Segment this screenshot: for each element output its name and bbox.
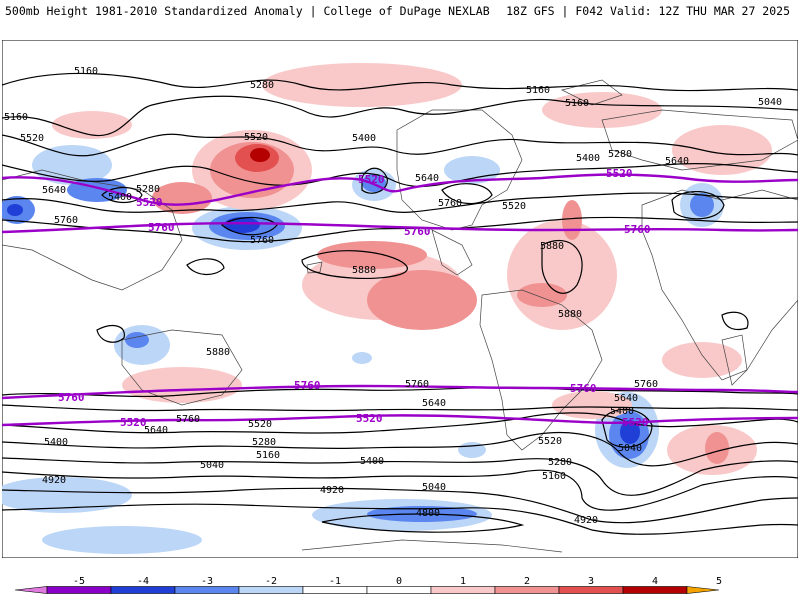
contour-label: 5040	[200, 460, 224, 471]
contour-label: 5760	[54, 215, 78, 226]
anomaly-map: 5160 5160 5520 5640 5760 5280 5400 5520 …	[2, 40, 798, 558]
colorbar-swatch	[494, 586, 560, 594]
contour-label: 5760	[58, 391, 85, 404]
contour-label: 5880	[540, 241, 564, 252]
contour-label: 5760	[634, 379, 658, 390]
colorbar-tick: 4	[652, 576, 658, 587]
map-title: 500mb Height 1981-2010 Standardized Anom…	[5, 4, 490, 18]
colorbar-tick: -5	[73, 576, 85, 587]
contour-label: 5760	[404, 225, 431, 238]
colorbar-tick: 2	[524, 576, 530, 587]
colorbar-swatch	[558, 586, 624, 594]
black-contour-labels: 5160 5160 5520 5640 5760 5280 5400 5520 …	[4, 66, 782, 526]
colorbar-swatch	[174, 586, 240, 594]
colorbar-tick: -4	[137, 576, 149, 587]
contour-label: 5760	[405, 379, 429, 390]
colorbar-tick: 0	[396, 576, 402, 587]
height-contours	[2, 72, 798, 535]
contour-label: 5040	[758, 97, 782, 108]
contour-label: 5760	[148, 221, 175, 234]
contour-label: 5880	[352, 265, 376, 276]
contour-label: 5400	[610, 406, 634, 417]
contour-label: 5880	[206, 347, 230, 358]
contour-label: 5400	[360, 456, 384, 467]
contour-label: 5760	[570, 382, 597, 395]
model-run-label: 18Z GFS | F042 Valid: 12Z THU MAR 27 202…	[506, 4, 790, 18]
contour-label: 5280	[252, 437, 276, 448]
colorbar-swatch	[622, 586, 688, 594]
contour-label: 5640	[42, 185, 66, 196]
contour-label: 5520	[538, 436, 562, 447]
contour-label: 4920	[320, 485, 344, 496]
colorbar-tick-labels: -5 -4 -3 -2 -1 0 1 2 3 4 5	[73, 576, 722, 587]
contour-label: 5160	[4, 112, 28, 123]
contour-label: 5520	[622, 416, 649, 429]
contour-label: 5520	[358, 173, 385, 186]
contour-label: 5640	[422, 398, 446, 409]
colorbar-swatch	[14, 586, 48, 594]
contour-label: 5400	[108, 192, 132, 203]
contour-label: 5160	[256, 450, 280, 461]
contour-label: 5400	[44, 437, 68, 448]
contour-label: 5520	[120, 416, 147, 429]
contour-label: 5760	[438, 198, 462, 209]
contour-label: 5160	[526, 85, 550, 96]
contour-label: 5160	[542, 471, 566, 482]
contour-label: 5640	[144, 425, 168, 436]
anomaly-colorbar: -5 -4 -3 -2 -1 0 1 2 3 4 5	[14, 576, 722, 594]
contour-label: 5280	[608, 149, 632, 160]
contour-label: 4800	[416, 508, 440, 519]
colorbar-swatch	[110, 586, 176, 594]
colorbar-tick: -3	[201, 576, 213, 587]
contour-label: 5280	[136, 184, 160, 195]
contour-label: 5160	[565, 98, 589, 109]
reference-contours	[2, 173, 798, 427]
colorbar-swatch	[366, 586, 432, 594]
colorbar-tick: -1	[329, 576, 341, 587]
contour-label: 5280	[548, 457, 572, 468]
colorbar-tick: 5	[716, 576, 722, 587]
contour-label: 5400	[576, 153, 600, 164]
contour-label: 4920	[574, 515, 598, 526]
colorbar-swatch	[430, 586, 496, 594]
colorbar-swatches	[14, 586, 720, 594]
contour-label: 5760	[176, 414, 200, 425]
contour-label: 5640	[614, 393, 638, 404]
contour-label: 5880	[558, 309, 582, 320]
colorbar-tick: 3	[588, 576, 594, 587]
contour-label: 5280	[250, 80, 274, 91]
colorbar-swatch	[302, 586, 368, 594]
colorbar-swatch	[686, 586, 720, 594]
contour-label: 5520	[20, 133, 44, 144]
contour-label: 5640	[665, 156, 689, 167]
contour-label: 5040	[618, 443, 642, 454]
contour-label: 5760	[250, 235, 274, 246]
colorbar-tick: -2	[265, 576, 277, 587]
contour-label: 5040	[422, 482, 446, 493]
contour-label: 5640	[415, 173, 439, 184]
contour-label: 5520	[356, 412, 383, 425]
contour-label: 5520	[244, 132, 268, 143]
contour-label: 5520	[502, 201, 526, 212]
contour-label: 5760	[624, 223, 651, 236]
colorbar-tick: 1	[460, 576, 466, 587]
contour-label: 5400	[352, 133, 376, 144]
purple-contour-labels: 5520 5760 5520 5760 5520 5760 5760 5520 …	[58, 167, 651, 429]
contour-label: 5760	[294, 379, 321, 392]
contour-label: 5160	[74, 66, 98, 77]
contour-label: 5520	[248, 419, 272, 430]
contour-label: 5520	[606, 167, 633, 180]
contour-label: 5520	[136, 196, 163, 209]
contour-label: 4920	[42, 475, 66, 486]
coastlines	[2, 79, 798, 553]
colorbar-swatch	[46, 586, 112, 594]
colorbar-swatch	[238, 586, 304, 594]
